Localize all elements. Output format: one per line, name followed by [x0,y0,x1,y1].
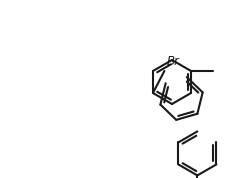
Text: Br: Br [166,55,179,68]
